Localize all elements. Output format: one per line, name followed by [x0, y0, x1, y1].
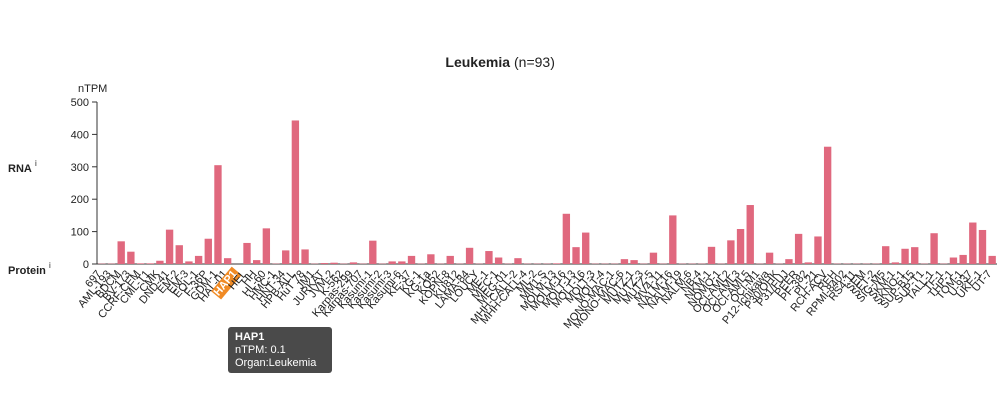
bar — [708, 247, 715, 264]
bar — [630, 260, 637, 264]
bar — [901, 249, 908, 264]
bar — [205, 239, 212, 264]
bar — [447, 256, 454, 264]
bar — [224, 258, 231, 264]
bar — [292, 120, 299, 264]
bar — [495, 258, 502, 264]
bar — [930, 233, 937, 264]
bar — [669, 215, 676, 264]
bar — [650, 253, 657, 264]
bar — [950, 258, 957, 264]
bar — [185, 261, 192, 264]
info-marker: i — [49, 261, 51, 270]
bar — [127, 252, 134, 264]
bar — [582, 233, 589, 264]
chart-subtitle: (n=93) — [514, 54, 555, 70]
bar — [330, 263, 337, 264]
bar — [485, 251, 492, 264]
bar — [911, 247, 918, 264]
bar — [882, 246, 889, 264]
bar — [824, 147, 831, 264]
x-labels: 697AML-193BDCMBV-173CCRF-CEMCML-T1CMKDND… — [76, 267, 995, 331]
bar — [563, 214, 570, 264]
bar — [263, 228, 270, 264]
bar — [814, 236, 821, 264]
bar — [408, 256, 415, 264]
y-tick-label: 400 — [71, 129, 89, 141]
bar — [466, 248, 473, 264]
bar — [766, 253, 773, 264]
bar — [427, 254, 434, 264]
y-axis-label: nTPM — [78, 83, 107, 95]
bar — [621, 259, 628, 264]
bar — [369, 241, 376, 264]
tooltip: HAP1 nTPM: 0.1 Organ:Leukemia — [228, 327, 332, 373]
y-tick-label: 0 — [83, 259, 89, 271]
tooltip-line: Organ:Leukemia — [235, 357, 317, 369]
bar — [350, 262, 357, 264]
info-marker: i — [35, 159, 37, 168]
bar — [727, 240, 734, 264]
bar — [388, 261, 395, 264]
y-tick-label: 300 — [71, 162, 89, 174]
bar — [321, 263, 328, 264]
bar — [785, 259, 792, 264]
bar — [514, 258, 521, 264]
bar — [166, 230, 173, 264]
bar — [243, 243, 250, 264]
bar — [118, 241, 125, 264]
bar — [253, 260, 260, 264]
y-tick-label: 200 — [71, 194, 89, 206]
bar — [795, 234, 802, 264]
bar — [805, 262, 812, 264]
bar — [301, 249, 308, 264]
bar — [195, 256, 202, 264]
row-label: Protein — [8, 265, 46, 277]
bar — [282, 250, 289, 264]
bar — [892, 262, 899, 264]
tooltip-line: nTPM: 0.1 — [235, 344, 286, 356]
bar — [572, 247, 579, 264]
bar — [988, 256, 995, 264]
bar — [214, 165, 221, 264]
bar — [137, 263, 144, 264]
row-label: RNA — [8, 163, 32, 175]
bar — [147, 263, 154, 264]
y-tick-label: 100 — [71, 227, 89, 239]
y-tick-label: 500 — [71, 97, 89, 109]
bar — [737, 229, 744, 264]
bar — [176, 245, 183, 264]
bar — [156, 261, 163, 264]
tooltip-title: HAP1 — [235, 331, 264, 343]
bar — [979, 230, 986, 264]
bar — [969, 223, 976, 264]
bar — [747, 205, 754, 264]
bar — [398, 261, 405, 264]
chart-title: Leukemia — [445, 54, 510, 70]
bars — [98, 120, 996, 264]
bar — [553, 263, 560, 264]
bar — [959, 255, 966, 264]
